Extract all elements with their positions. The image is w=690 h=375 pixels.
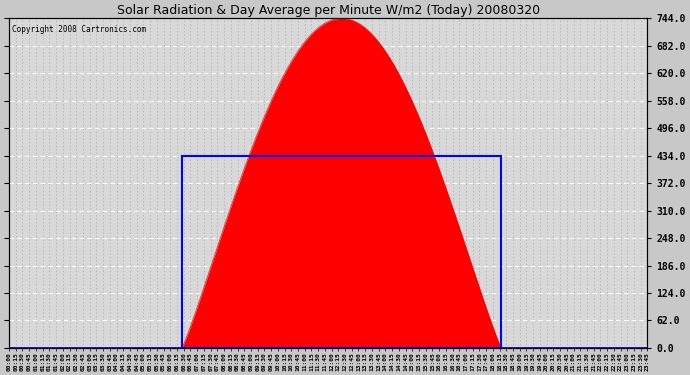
Bar [182,156,501,348]
Title: Solar Radiation & Day Average per Minute W/m2 (Today) 20080320: Solar Radiation & Day Average per Minute… [117,4,540,17]
Text: Copyright 2008 Cartronics.com: Copyright 2008 Cartronics.com [12,25,146,34]
